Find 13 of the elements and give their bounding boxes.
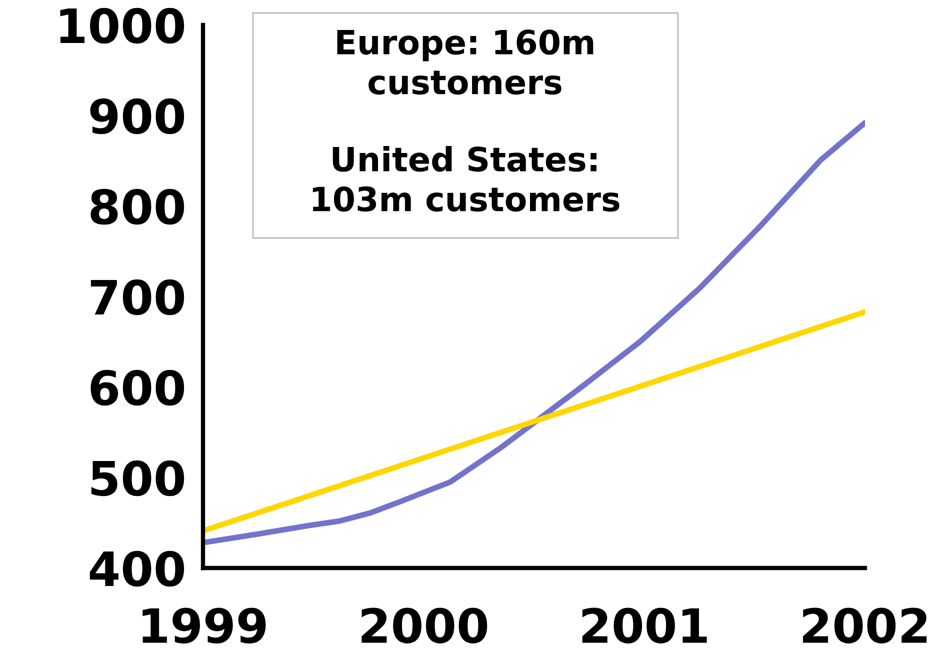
y-tick-label: 900 [90,98,184,134]
x-tick-label: 2001 [582,608,707,644]
y-tick-label: 400 [90,550,184,587]
y-tick-label: 600 [90,370,184,406]
y-tick-label: 700 [90,279,184,316]
x-tick-label: 1999 [142,608,266,644]
annotation: United States: 103m customers [312,146,620,212]
annotation: Europe: 160m customers [337,30,594,95]
y-tick-label: 500 [91,460,184,496]
y-tick-label: 800 [90,188,184,225]
y-tick-label: 1000 [60,8,184,44]
x-tick-label: 2000 [362,608,488,644]
x-tick-label: 2002 [803,608,927,644]
